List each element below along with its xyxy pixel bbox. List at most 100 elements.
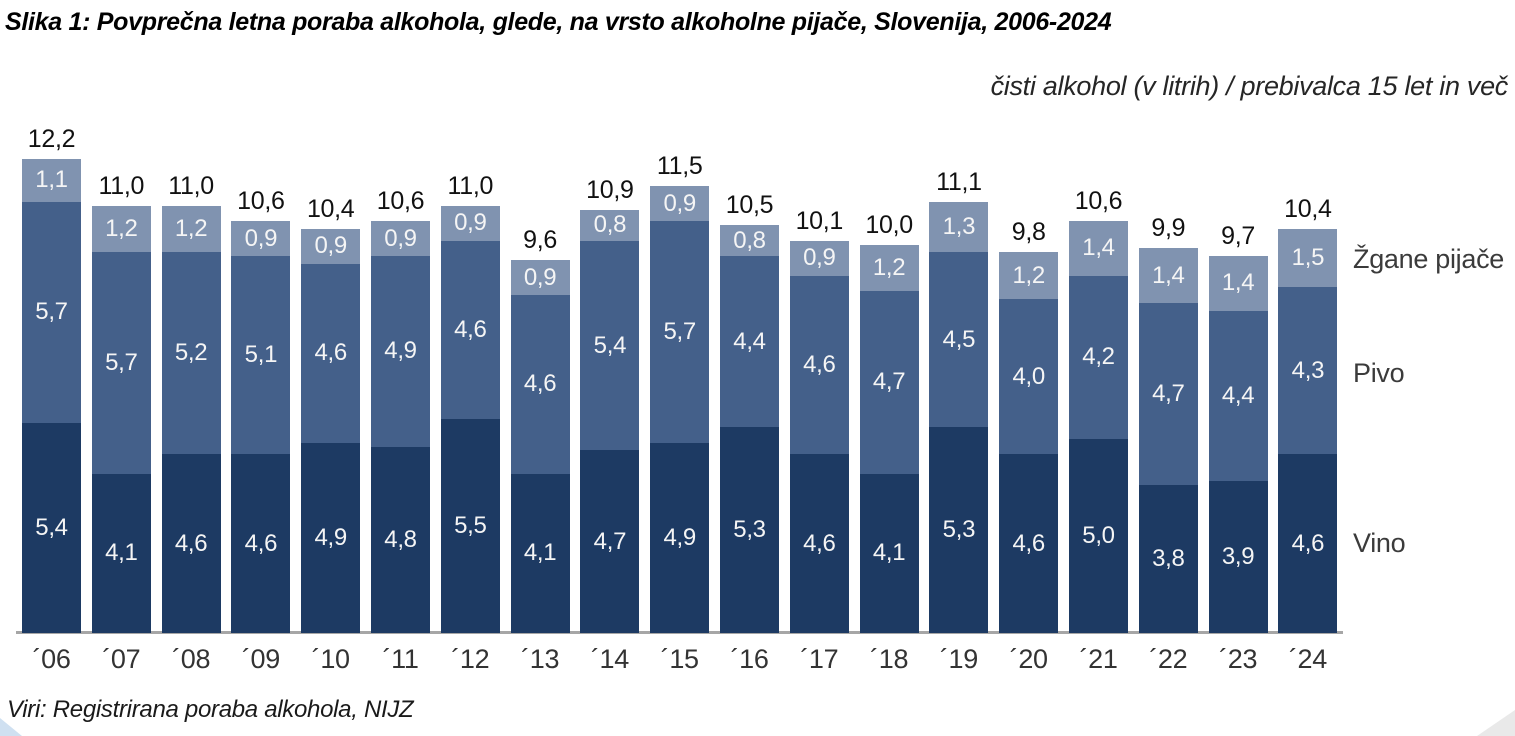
bar-segment-pivo: 4,5 xyxy=(929,252,989,428)
bar-total-label: 10,4 xyxy=(1284,194,1332,223)
bar-segment-vino: 4,9 xyxy=(650,442,710,633)
bar-segment-vino: 4,8 xyxy=(371,446,430,633)
bar-20: 1,2 4,0 4,6 9,8 ´20 xyxy=(999,220,1059,673)
segment-value-label: 5,7 xyxy=(663,317,696,345)
segment-value-label: 1,4 xyxy=(1152,261,1185,289)
x-axis-tick-label: ´22 xyxy=(1149,644,1188,674)
bar-segment-vino: 4,1 xyxy=(859,473,919,633)
bar-total-label: 10,0 xyxy=(865,210,913,239)
bar-segment--gane-pija-e: 1,3 xyxy=(929,201,989,253)
bar-segment-pivo: 4,2 xyxy=(1069,275,1128,439)
segment-value-label: 5,5 xyxy=(454,512,487,540)
bar-segment-vino: 4,6 xyxy=(231,454,291,633)
x-axis-tick-label: ´21 xyxy=(1079,644,1118,674)
bar-segment-pivo: 4,3 xyxy=(1278,287,1338,455)
bar-segment-vino: 3,8 xyxy=(1138,485,1198,633)
bar-segment--gane-pija-e: 1,2 xyxy=(91,205,151,253)
segment-value-label: 5,4 xyxy=(593,331,627,359)
bar-segment--gane-pija-e: 1,4 xyxy=(1138,248,1198,303)
x-axis-tick-label: ´18 xyxy=(870,644,909,674)
bar-segment-pivo: 4,7 xyxy=(859,291,919,474)
bar-total-label: 10,4 xyxy=(306,194,355,223)
segment-value-label: 4,9 xyxy=(663,523,696,551)
segment-value-label: 4,1 xyxy=(523,539,557,567)
segment-value-label: 4,3 xyxy=(1291,356,1325,384)
bar-segment-vino: 4,1 xyxy=(91,473,151,633)
bar-08: 1,2 5,2 4,6 11,0 ´08 xyxy=(161,173,221,673)
bar-segment-vino: 5,4 xyxy=(22,423,81,633)
bar-segment--gane-pija-e: 0,8 xyxy=(580,209,640,241)
segment-value-label: 1,2 xyxy=(174,214,208,242)
bar-13: 0,9 4,6 4,1 9,6 ´13 xyxy=(510,228,570,673)
bar-total-label: 10,5 xyxy=(725,191,774,220)
bar-06: 1,1 5,7 5,4 12,2 ´06 xyxy=(22,127,81,673)
bar-segment--gane-pija-e: 0,9 xyxy=(371,221,430,257)
bar-total-label: 11,0 xyxy=(98,171,145,200)
bar-total-label: 9,7 xyxy=(1221,222,1256,251)
bar-segment-vino: 4,6 xyxy=(789,454,849,633)
segment-value-label: 4,7 xyxy=(593,527,627,555)
segment-value-label: 5,3 xyxy=(942,516,976,544)
segment-value-label: 4,7 xyxy=(872,368,906,396)
bar-segment--gane-pija-e: 0,9 xyxy=(510,260,570,295)
x-axis-tick-label: ´17 xyxy=(800,644,839,674)
bar-total-label: 11,0 xyxy=(447,171,494,200)
bar-segment-vino: 4,6 xyxy=(1278,454,1338,633)
segment-value-label: 4,6 xyxy=(454,315,487,343)
x-axis-tick-label: ´13 xyxy=(521,644,560,674)
segment-value-label: 5,3 xyxy=(733,516,766,544)
segment-value-label: 1,2 xyxy=(872,253,906,281)
bar-segment-pivo: 4,9 xyxy=(371,256,430,447)
segment-value-label: 0,9 xyxy=(663,189,696,217)
segment-value-label: 5,2 xyxy=(174,339,208,367)
bar-segment--gane-pija-e: 1,5 xyxy=(1278,228,1338,288)
x-axis-tick-label: ´07 xyxy=(102,644,141,674)
x-axis-tick-label: ´08 xyxy=(172,644,211,674)
bar-segment-pivo: 5,4 xyxy=(580,240,640,451)
legend-pivo: Pivo xyxy=(1353,358,1405,388)
chart-title: Slika 1: Povprečna letna poraba alkohola… xyxy=(5,8,1112,36)
segment-value-label: 3,9 xyxy=(1221,543,1255,571)
segment-value-label: 1,5 xyxy=(1291,244,1325,272)
bar-total-label: 11,5 xyxy=(656,152,703,181)
bar-24: 1,5 4,3 4,6 10,4 ´24 xyxy=(1278,196,1338,673)
segment-value-label: 0,8 xyxy=(733,226,766,254)
bar-segment-vino: 5,3 xyxy=(720,427,779,633)
bar-15: 0,9 5,7 4,9 11,5 ´15 xyxy=(650,154,710,673)
segment-value-label: 4,6 xyxy=(174,529,208,557)
segment-value-label: 5,4 xyxy=(35,514,68,542)
x-axis-tick-label: ´10 xyxy=(311,644,350,674)
x-axis-tick-label: ´16 xyxy=(730,644,769,674)
bar-10: 0,9 4,6 4,9 10,4 ´10 xyxy=(301,196,361,673)
bar-segment-vino: 4,1 xyxy=(510,473,570,633)
bar-segment--gane-pija-e: 1,2 xyxy=(859,244,919,292)
bar-segment-pivo: 4,6 xyxy=(510,295,570,474)
segment-value-label: 1,1 xyxy=(35,166,68,194)
bar-segment--gane-pija-e: 1,2 xyxy=(161,205,221,253)
segment-value-label: 4,4 xyxy=(1221,382,1255,409)
bar-17: 0,9 4,6 4,6 10,1 ´17 xyxy=(789,208,849,673)
bar-19: 1,3 4,5 5,3 11,1 ´19 xyxy=(929,169,989,673)
bar-total-label: 12,2 xyxy=(27,125,76,154)
segment-value-label: 4,8 xyxy=(384,525,417,553)
x-axis-tick-label: ´06 xyxy=(32,644,71,674)
segment-value-label: 0,9 xyxy=(454,209,487,237)
bar-21: 1,4 4,2 5,0 10,6 ´21 xyxy=(1069,189,1128,673)
segment-value-label: 1,3 xyxy=(942,213,976,241)
segment-value-label: 1,2 xyxy=(105,214,138,242)
x-axis-tick-label: ´09 xyxy=(241,644,280,674)
segment-value-label: 4,6 xyxy=(523,370,557,398)
segment-value-label: 4,7 xyxy=(1152,380,1185,408)
bar-total-label: 10,6 xyxy=(376,187,425,216)
x-axis-tick-label: ´11 xyxy=(382,644,419,674)
segment-value-label: 4,6 xyxy=(1012,529,1045,557)
bar-07: 1,2 5,7 4,1 11,0 ´07 xyxy=(91,173,151,673)
bar-segment-vino: 5,3 xyxy=(929,427,989,633)
bar-segment-pivo: 5,2 xyxy=(161,252,221,455)
bar-total-label: 10,1 xyxy=(795,206,844,235)
bar-segment-vino: 4,9 xyxy=(301,442,361,633)
bar-total-label: 9,6 xyxy=(523,226,558,255)
bar-11: 0,9 4,9 4,8 10,6 ´11 xyxy=(371,189,430,673)
segment-value-label: 4,6 xyxy=(803,350,836,378)
x-axis-tick-label: ´12 xyxy=(451,644,490,674)
